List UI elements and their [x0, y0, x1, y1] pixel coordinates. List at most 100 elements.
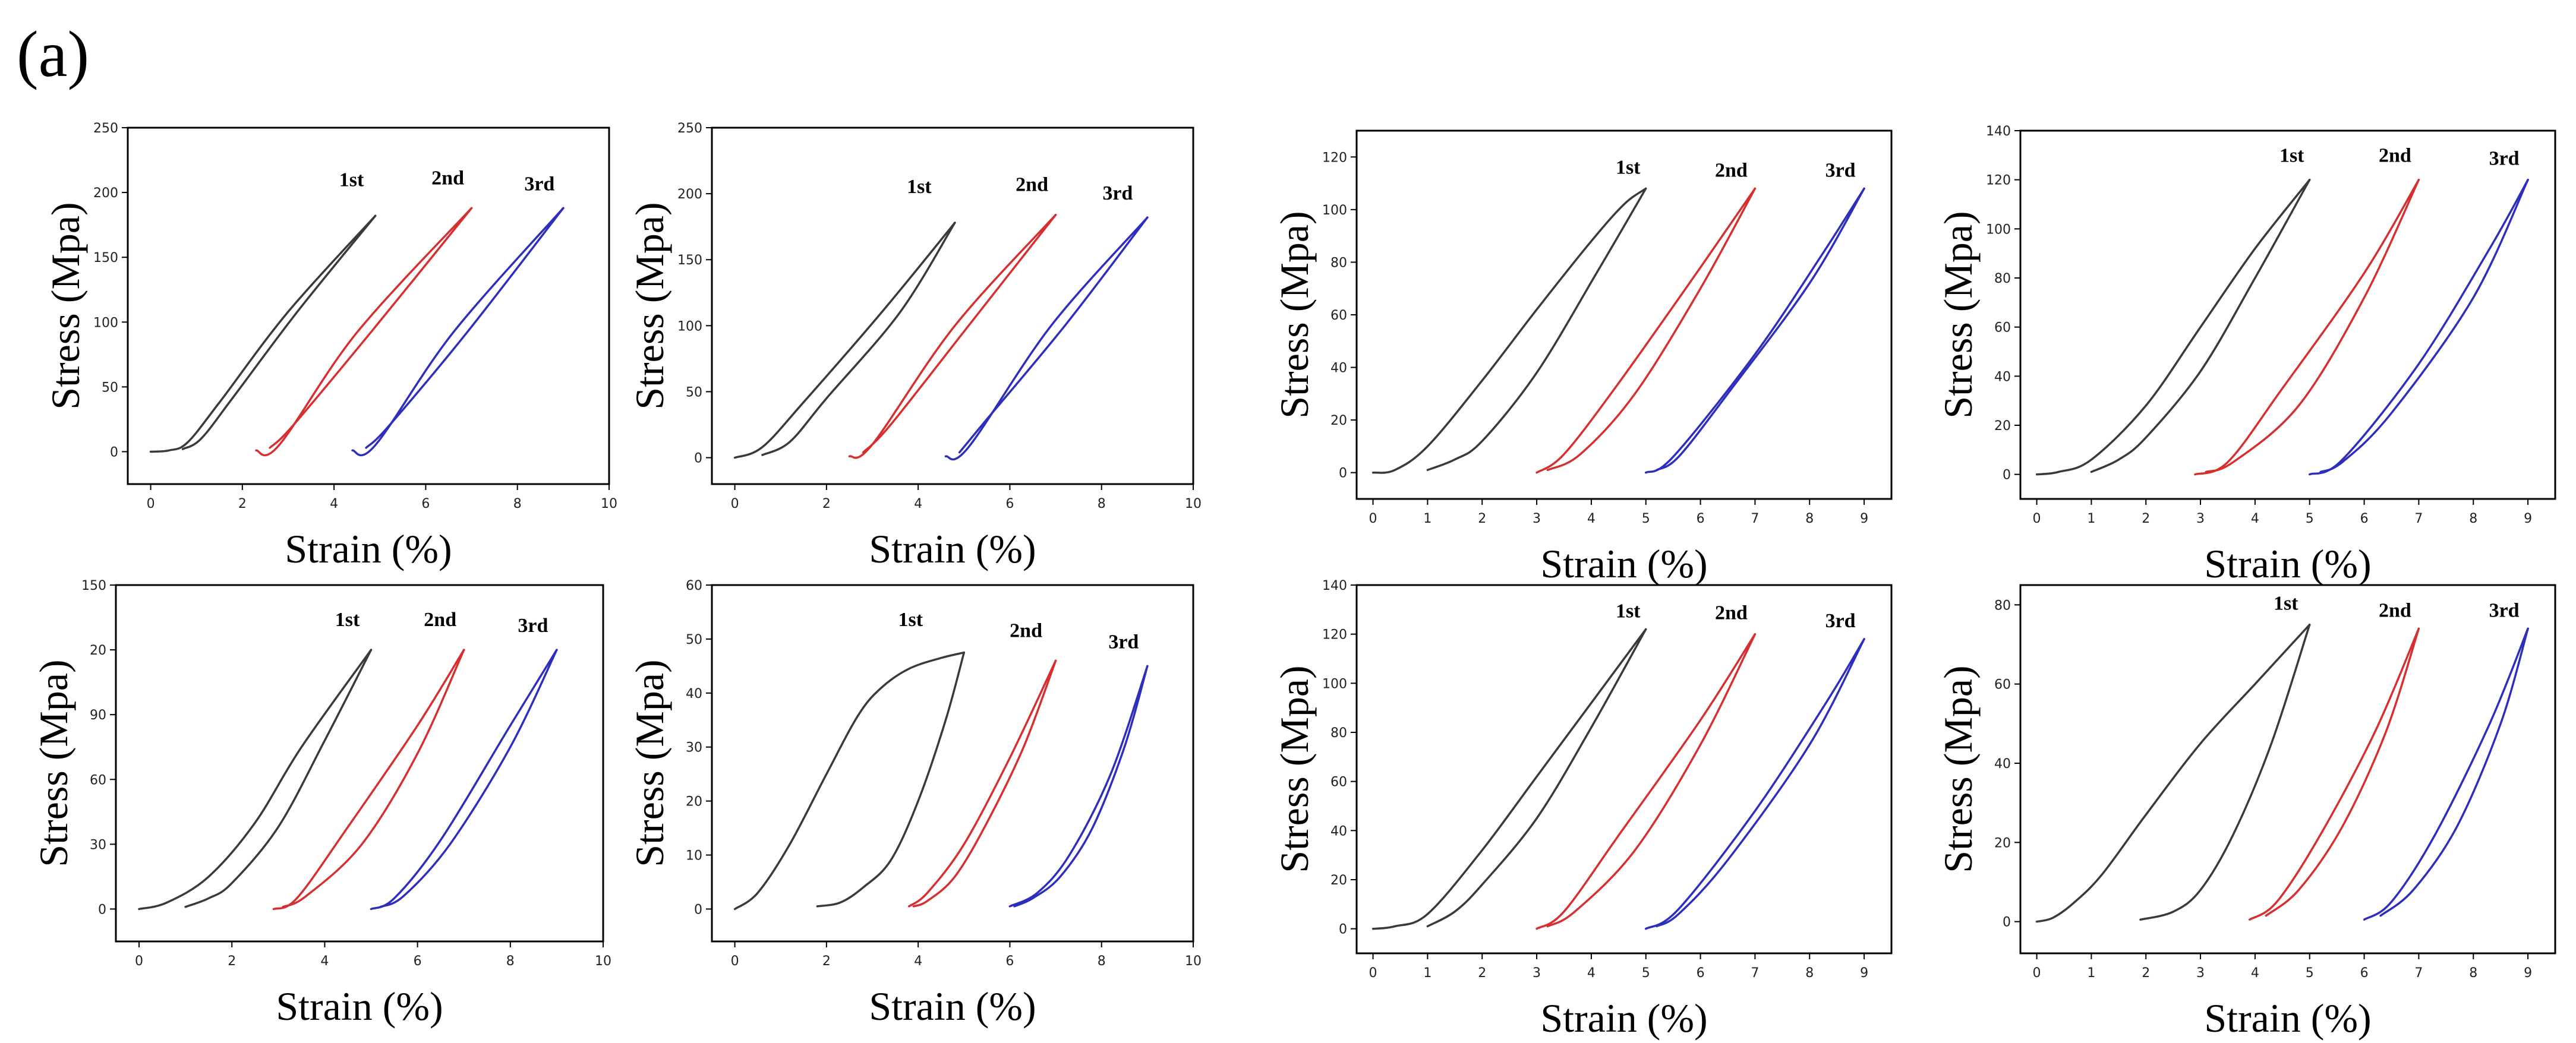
series-1st-unloading-curve: [761, 222, 956, 456]
series-1st-unloading-curve: [181, 214, 377, 450]
x-tick-label: 0: [2033, 966, 2041, 981]
plot-frame: [711, 127, 1194, 485]
series-3rd-loading-curve: [1644, 187, 1865, 474]
x-tick-label: 0: [1369, 966, 1377, 981]
series-1st-loading-curve: [1371, 628, 1647, 930]
series-3rd-unloading-curve: [1013, 665, 1149, 908]
y-tick-label: 0: [1339, 466, 1347, 481]
y-tick-label: 100: [1322, 677, 1347, 691]
series-3rd-unloading-curve: [2319, 178, 2529, 473]
y-tick-label: 100: [677, 319, 702, 334]
x-tick-label: 0: [147, 497, 155, 511]
y-axis-title: Stress (Mpa): [1272, 665, 1317, 873]
y-tick-label: 120: [1322, 150, 1347, 165]
y-axis-title: Stress (Mpa): [1935, 211, 1981, 418]
y-axis-title: Stress (Mpa): [1272, 211, 1317, 418]
cycle-label-2nd: 2nd: [1016, 174, 1048, 196]
chart-panel-7: 0 1 2 3 4 5 6 7 8 9 0 20 40 60 80 100 120 140 Strain (%) St…: [1272, 579, 1893, 1041]
x-axis-title: Strain (%): [1540, 541, 1707, 586]
series-3rd-loading-curve: [2308, 178, 2529, 476]
series-1st-loading-curve: [2035, 623, 2311, 923]
y-tick-label: 20: [1994, 836, 2011, 851]
y-axis-title: Stress (Mpa): [31, 659, 76, 867]
y-tick-label: 60: [1330, 308, 1347, 323]
cycle-label-1st: 1st: [2274, 593, 2298, 615]
x-tick-label: 9: [1860, 966, 1868, 981]
series-1st-unloading-curve: [184, 649, 373, 908]
x-tick-label: 5: [2306, 966, 2314, 981]
y-tick-label: 10: [686, 849, 702, 864]
x-tick-label: 9: [2524, 511, 2532, 526]
series-3rd-loading-curve: [370, 649, 558, 911]
cycle-label-3rd: 3rd: [1102, 182, 1133, 204]
x-tick-label: 2: [1478, 966, 1486, 981]
x-tick-label: 6: [1005, 954, 1014, 969]
x-tick-label: 8: [506, 954, 515, 969]
x-tick-label: 2: [228, 954, 236, 969]
series-3rd-unloading-curve: [1656, 187, 1865, 472]
x-axis-title: Strain (%): [285, 526, 452, 571]
y-tick-label: 200: [677, 187, 702, 202]
series-3rd-loading-curve: [1008, 665, 1149, 908]
y-tick-label: 60: [1994, 678, 2011, 693]
x-tick-label: 9: [2524, 966, 2532, 981]
y-tick-label: 60: [1994, 321, 2011, 336]
x-tick-label: 0: [1369, 511, 1377, 526]
x-tick-label: 10: [601, 497, 617, 511]
series-1st-unloading-curve: [1426, 187, 1647, 472]
series-2nd-unloading-curve: [282, 649, 465, 908]
cycle-label-1st: 1st: [1616, 600, 1641, 622]
x-axis-title: Strain (%): [1540, 995, 1707, 1041]
series-2nd-loading-curve: [907, 659, 1057, 908]
cycle-label-2nd: 2nd: [1715, 159, 1748, 181]
y-tick-label: 150: [81, 579, 106, 593]
x-tick-label: 5: [1642, 966, 1650, 981]
x-tick-label: 4: [914, 497, 922, 511]
cycle-label-2nd: 2nd: [2379, 599, 2411, 621]
y-tick-label: 0: [694, 451, 702, 466]
y-tick-label: 80: [1330, 255, 1347, 270]
x-tick-label: 2: [2142, 511, 2150, 526]
x-tick-label: 7: [1751, 511, 1759, 526]
x-tick-label: 1: [2087, 966, 2095, 981]
series-1st-loading-curve: [1371, 187, 1647, 474]
y-tick-label: 120: [1322, 628, 1347, 643]
cycle-label-3rd: 3rd: [2489, 148, 2520, 170]
y-tick-label: 40: [1330, 361, 1347, 376]
x-tick-label: 6: [1697, 511, 1705, 526]
x-tick-label: 4: [320, 954, 329, 969]
plot-frame: [1355, 584, 1893, 954]
y-tick-label: 20: [686, 795, 702, 810]
plot-frame: [2019, 584, 2556, 954]
series-2nd-unloading-curve: [912, 659, 1057, 908]
cycle-label-3rd: 3rd: [1108, 631, 1139, 653]
x-tick-label: 6: [1697, 966, 1705, 981]
series-1st-unloading-curve: [2139, 623, 2311, 921]
y-tick-label: 30: [686, 741, 702, 756]
x-tick-label: 10: [1185, 954, 1202, 969]
x-tick-label: 8: [1098, 497, 1106, 511]
y-tick-label: 140: [1322, 579, 1347, 593]
x-tick-label: 1: [2087, 511, 2095, 526]
cycle-label-2nd: 2nd: [431, 167, 464, 189]
y-tick-label: 120: [1986, 173, 2011, 188]
y-tick-label: 50: [686, 633, 702, 647]
series-3rd-loading-curve: [1644, 638, 1865, 930]
series-1st-loading-curve: [733, 651, 966, 911]
series-1st-loading-curve: [138, 649, 373, 911]
cycle-label-3rd: 3rd: [518, 615, 548, 637]
x-tick-label: 3: [1533, 511, 1541, 526]
x-tick-label: 10: [1185, 497, 1202, 511]
series-3rd-loading-curve: [2363, 627, 2529, 921]
x-tick-label: 8: [2469, 511, 2477, 526]
x-axis-title: Strain (%): [869, 984, 1036, 1029]
y-tick-label: 60: [686, 579, 702, 593]
x-tick-label: 5: [1642, 511, 1650, 526]
x-tick-label: 7: [1751, 966, 1759, 981]
x-tick-label: 8: [513, 497, 522, 511]
y-axis-title: Stress (Mpa): [627, 659, 672, 867]
cycle-label-2nd: 2nd: [2379, 145, 2411, 167]
y-tick-label: 20: [90, 643, 106, 658]
